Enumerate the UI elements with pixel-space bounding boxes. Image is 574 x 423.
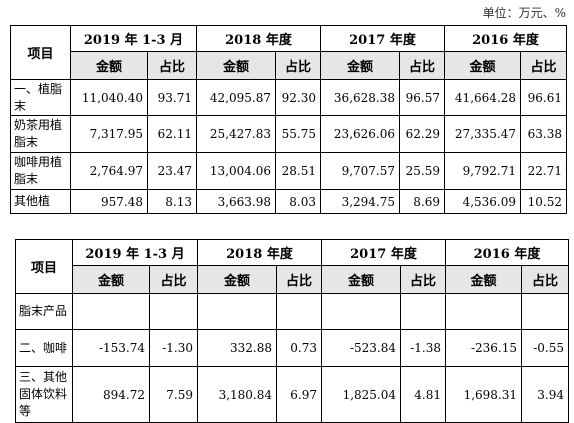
period-header: 2017 年度 — [321, 239, 446, 266]
ratio-cell: 7.59 — [149, 366, 198, 423]
amount-cell: 25,427.83 — [196, 115, 276, 153]
unit-label: 单位：万元、% — [482, 6, 566, 20]
row-label: 一、植脂末 — [10, 79, 71, 116]
amount-cell: 9,792.71 — [444, 152, 521, 190]
period-header: 2018 年度 — [197, 239, 322, 266]
ratio-cell: 62.29 — [399, 115, 445, 153]
amount-cell: 42,095.87 — [196, 79, 276, 116]
period-header: 2018 年度 — [196, 25, 321, 52]
table-row: 脂末产品 — [15, 293, 569, 330]
ratio-cell: 63.38 — [520, 115, 567, 153]
ratio-cell: 55.75 — [275, 115, 321, 153]
amount-cell: 23,626.06 — [320, 115, 400, 153]
ratio-cell: 96.57 — [399, 79, 445, 116]
ratio-cell — [400, 293, 446, 330]
row-label: 奶茶用植脂末 — [10, 115, 71, 153]
amount-cell: 4,536.09 — [444, 189, 521, 214]
amount-cell: 3,663.98 — [196, 189, 276, 214]
ratio-cell: 3.94 — [521, 366, 569, 423]
ratio-cell: -1.30 — [149, 329, 198, 367]
ratio-cell: 4.81 — [400, 366, 446, 423]
amount-header: 金额 — [445, 265, 522, 294]
ratio-cell — [149, 293, 198, 330]
ratio-cell: 0.73 — [276, 329, 322, 367]
amount-cell: 2,764.97 — [70, 152, 148, 190]
amount-cell: 1,698.31 — [445, 366, 522, 423]
period-header: 2016 年度 — [445, 239, 569, 266]
amount-header: 金额 — [197, 265, 277, 294]
ratio-cell: -1.38 — [400, 329, 446, 367]
ratio-cell: 28.51 — [275, 152, 321, 190]
amount-header: 金额 — [196, 51, 276, 80]
amount-cell: 11,040.40 — [70, 79, 148, 116]
amount-cell: 3,180.84 — [197, 366, 277, 423]
ratio-cell: 25.59 — [399, 152, 445, 190]
period-header: 2019 年 1-3 月 — [72, 239, 198, 266]
row-label: 二、咖啡 — [15, 329, 73, 367]
amount-cell: -523.84 — [321, 329, 401, 367]
table-row: 咖啡用植脂末 2,764.97 23.47 13,004.06 28.51 9,… — [10, 152, 567, 190]
amount-cell: 3,294.75 — [320, 189, 400, 214]
table-row: 一、植脂末 11,040.40 93.71 42,095.87 92.30 36… — [10, 79, 567, 116]
ratio-header: 占比 — [400, 265, 446, 294]
amount-cell: 332.88 — [197, 329, 277, 367]
ratio-cell: 93.71 — [147, 79, 197, 116]
row-label: 三、其他固体饮料等 — [15, 366, 73, 423]
ratio-cell: 23.47 — [147, 152, 197, 190]
amount-cell: 9,707.57 — [320, 152, 400, 190]
amount-cell: 894.72 — [72, 366, 150, 423]
ratio-cell: 10.52 — [520, 189, 567, 214]
amount-cell — [321, 293, 401, 330]
ratio-header: 占比 — [520, 51, 567, 80]
amount-header: 金额 — [444, 51, 521, 80]
ratio-cell: 6.97 — [276, 366, 322, 423]
ratio-header: 占比 — [521, 265, 569, 294]
amount-cell: 27,335.47 — [444, 115, 521, 153]
period-header: 2017 年度 — [320, 25, 445, 52]
amount-header: 金额 — [72, 265, 150, 294]
table-row: 其他植 957.48 8.13 3,663.98 8.03 3,294.75 8… — [10, 189, 567, 214]
revenue-table-part-1: 项目 2019 年 1-3 月 2018 年度 2017 年度 2016 年度 … — [10, 25, 567, 214]
amount-cell: 36,628.38 — [320, 79, 400, 116]
table-row: 二、咖啡 -153.74 -1.30 332.88 0.73 -523.84 -… — [15, 329, 569, 367]
ratio-cell: 92.30 — [275, 79, 321, 116]
ratio-header: 占比 — [276, 265, 322, 294]
period-header: 2019 年 1-3 月 — [70, 25, 197, 52]
ratio-cell: 8.69 — [399, 189, 445, 214]
ratio-cell — [521, 293, 569, 330]
ratio-cell: 96.61 — [520, 79, 567, 116]
table-row: 三、其他固体饮料等 894.72 7.59 3,180.84 6.97 1,82… — [15, 366, 569, 423]
ratio-cell: 62.11 — [147, 115, 197, 153]
period-header: 2016 年度 — [444, 25, 567, 52]
revenue-table-part-2: 项目 2019 年 1-3 月 2018 年度 2017 年度 2016 年度 … — [15, 239, 569, 423]
ratio-cell: 22.71 — [520, 152, 567, 190]
amount-cell — [445, 293, 522, 330]
ratio-cell: 8.13 — [147, 189, 197, 214]
item-header: 项目 — [10, 25, 71, 80]
amount-cell: 1,825.04 — [321, 366, 401, 423]
amount-cell: 957.48 — [70, 189, 148, 214]
row-label: 其他植 — [10, 189, 71, 214]
amount-header: 金额 — [320, 51, 400, 80]
amount-cell: 7,317.95 — [70, 115, 148, 153]
ratio-cell — [276, 293, 322, 330]
ratio-header: 占比 — [147, 51, 197, 80]
table-row: 奶茶用植脂末 7,317.95 62.11 25,427.83 55.75 23… — [10, 115, 567, 153]
amount-header: 金额 — [70, 51, 148, 80]
row-label: 咖啡用植脂末 — [10, 152, 71, 190]
amount-cell: 41,664.28 — [444, 79, 521, 116]
ratio-header: 占比 — [149, 265, 198, 294]
amount-cell: -236.15 — [445, 329, 522, 367]
amount-cell — [72, 293, 150, 330]
item-header: 项目 — [15, 239, 73, 294]
ratio-header: 占比 — [399, 51, 445, 80]
ratio-cell: 8.03 — [275, 189, 321, 214]
amount-cell: 13,004.06 — [196, 152, 276, 190]
ratio-cell: -0.55 — [521, 329, 569, 367]
amount-header: 金额 — [321, 265, 401, 294]
ratio-header: 占比 — [275, 51, 321, 80]
amount-cell — [197, 293, 277, 330]
amount-cell: -153.74 — [72, 329, 150, 367]
row-label: 脂末产品 — [15, 293, 73, 330]
